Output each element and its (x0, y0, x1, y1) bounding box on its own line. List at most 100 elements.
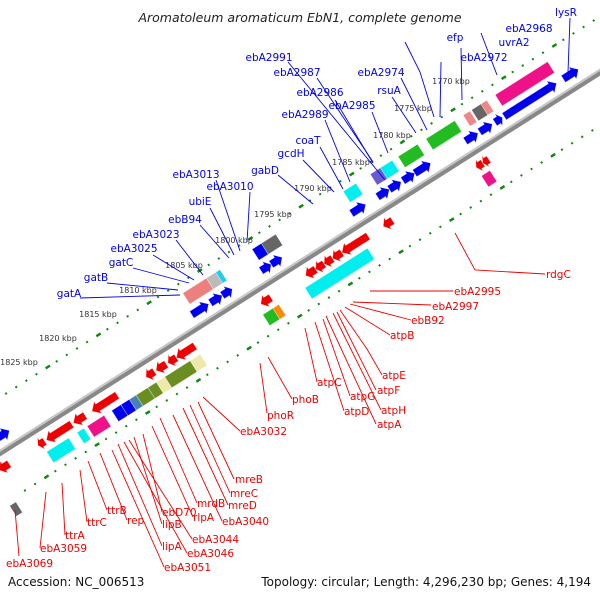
gene-feature[interactable] (480, 99, 495, 116)
gene-label-ebA2974[interactable]: ebA2974 (357, 67, 404, 79)
gene-feature[interactable] (411, 157, 435, 179)
gene-feature[interactable] (86, 414, 112, 438)
gene-label-lipA[interactable]: lipA (162, 541, 182, 553)
gene-feature[interactable] (348, 198, 370, 219)
gene-label-ebA2968[interactable]: ebA2968 (505, 23, 552, 35)
gene-feature[interactable] (320, 253, 336, 270)
gene-label-ebA3046[interactable]: ebA3046 (187, 548, 234, 560)
gene-label-lipB[interactable]: lipB (162, 519, 182, 531)
gene-feature[interactable] (76, 427, 92, 444)
gene-label-ebB92[interactable]: ebB92 (411, 315, 445, 327)
gene-feature[interactable] (379, 159, 400, 180)
gene-label-ubiE[interactable]: ubiE (189, 196, 212, 208)
gene-feature[interactable] (164, 352, 180, 369)
gene-feature[interactable] (425, 120, 463, 151)
gene-feature[interactable] (399, 167, 418, 186)
gene-label-ebA2987[interactable]: ebA2987 (273, 67, 320, 79)
gene-label-ebA3044[interactable]: ebA3044 (192, 534, 239, 546)
gene-feature[interactable] (34, 435, 48, 451)
gene-feature[interactable] (397, 143, 425, 168)
gene-feature[interactable] (374, 183, 393, 202)
gene-label-ebA2986[interactable]: ebA2986 (296, 87, 343, 99)
gene-feature[interactable] (173, 340, 199, 364)
gene-feature[interactable] (257, 292, 275, 310)
gene-feature[interactable] (218, 283, 236, 301)
gene-feature[interactable] (0, 425, 13, 448)
gene-label-gcdH[interactable]: gcdH (278, 148, 305, 160)
gene-label-atpD[interactable]: atpD (344, 406, 369, 418)
gene-feature[interactable] (462, 127, 482, 147)
gene-label-ebA2991[interactable]: ebA2991 (245, 52, 292, 64)
gene-label-atpH[interactable]: atpH (381, 405, 406, 417)
gene-label-atpE[interactable]: atpE (382, 370, 406, 382)
gene-feature[interactable] (142, 366, 158, 383)
gene-label-ttrB[interactable]: ttrB (107, 505, 127, 517)
gene-feature[interactable] (70, 410, 89, 429)
gene-feature[interactable] (386, 176, 405, 195)
gene-label-ebA3013[interactable]: ebA3013 (172, 169, 219, 181)
gene-label-ebA3025[interactable]: ebA3025 (110, 243, 157, 255)
gene-label-mreC[interactable]: mreC (230, 488, 258, 500)
gene-label-gatC[interactable]: gatC (109, 257, 134, 269)
gene-label-ebD70[interactable]: ebD70 (162, 507, 197, 519)
gene-label-rdgC[interactable]: rdgC (546, 269, 571, 281)
gene-label-ebA2972[interactable]: ebA2972 (460, 52, 507, 64)
gene-feature[interactable] (207, 290, 226, 309)
gene-feature[interactable] (43, 418, 76, 446)
gene-label-ebA2985[interactable]: ebA2985 (328, 100, 375, 112)
gene-label-gatB[interactable]: gatB (84, 272, 108, 284)
gene-label-gabD[interactable]: gabD (251, 165, 279, 177)
gene-label-ttrC[interactable]: ttrC (87, 517, 107, 529)
gene-feature[interactable] (9, 502, 23, 517)
gene-label-ebA3059[interactable]: ebA3059 (40, 543, 87, 555)
gene-feature[interactable] (215, 269, 228, 284)
gene-feature[interactable] (479, 153, 492, 169)
gene-label-ebA3032[interactable]: ebA3032 (240, 426, 287, 438)
gene-feature[interactable] (189, 353, 208, 373)
gene-label-ebA2989[interactable]: ebA2989 (281, 109, 328, 121)
gene-label-mrdB[interactable]: mrdB (197, 498, 225, 510)
gene-label-atpB[interactable]: atpB (390, 330, 414, 342)
gene-feature[interactable] (462, 110, 478, 127)
gene-label-ttrA[interactable]: ttrA (65, 530, 86, 542)
gene-feature[interactable] (267, 251, 285, 270)
gene-feature[interactable] (272, 304, 287, 320)
gene-feature[interactable] (257, 258, 275, 276)
gene-label-ebA3023[interactable]: ebA3023 (132, 229, 179, 241)
gene-label-atpC[interactable]: atpC (317, 377, 342, 389)
gene-label-ebA2995[interactable]: ebA2995 (454, 286, 501, 298)
gene-label-coaT[interactable]: coaT (295, 135, 321, 147)
gene-label-gatA[interactable]: gatA (57, 288, 82, 300)
gene-label-ebA3040[interactable]: ebA3040 (222, 516, 269, 528)
gene-feature[interactable] (88, 389, 121, 417)
gene-feature[interactable] (164, 360, 198, 389)
gene-feature[interactable] (0, 458, 13, 476)
gene-label-mreD[interactable]: mreD (228, 500, 257, 512)
gene-label-atpF[interactable]: atpF (377, 385, 400, 397)
gene-label-rlpA[interactable]: rlpA (193, 512, 215, 524)
gene-label-rsuA[interactable]: rsuA (377, 85, 401, 97)
gene-feature[interactable] (494, 61, 555, 107)
gene-label-phoR[interactable]: phoR (267, 410, 294, 422)
gene-feature[interactable] (338, 230, 372, 258)
gene-feature[interactable] (481, 170, 498, 188)
gene-feature[interactable] (342, 182, 364, 203)
gene-label-atpA[interactable]: atpA (377, 419, 402, 431)
gene-feature[interactable] (560, 63, 583, 84)
gene-label-ebB94[interactable]: ebB94 (168, 214, 202, 226)
gene-feature[interactable] (302, 263, 320, 281)
gene-feature[interactable] (304, 247, 375, 300)
gene-feature[interactable] (152, 358, 170, 376)
gene-feature[interactable] (46, 437, 76, 464)
gene-label-ebA2997[interactable]: ebA2997 (432, 301, 479, 313)
gene-label-ebA3010[interactable]: ebA3010 (206, 181, 253, 193)
gene-feature[interactable] (260, 233, 284, 255)
gene-feature[interactable] (500, 77, 560, 122)
gene-label-ebA3069[interactable]: ebA3069 (6, 558, 53, 570)
gene-label-phoB[interactable]: phoB (292, 394, 319, 406)
gene-feature[interactable] (379, 215, 396, 233)
gene-label-mreB[interactable]: mreB (235, 474, 263, 486)
gene-feature[interactable] (476, 118, 496, 138)
gene-feature[interactable] (491, 112, 506, 129)
gene-label-ebA3051[interactable]: ebA3051 (164, 562, 211, 574)
